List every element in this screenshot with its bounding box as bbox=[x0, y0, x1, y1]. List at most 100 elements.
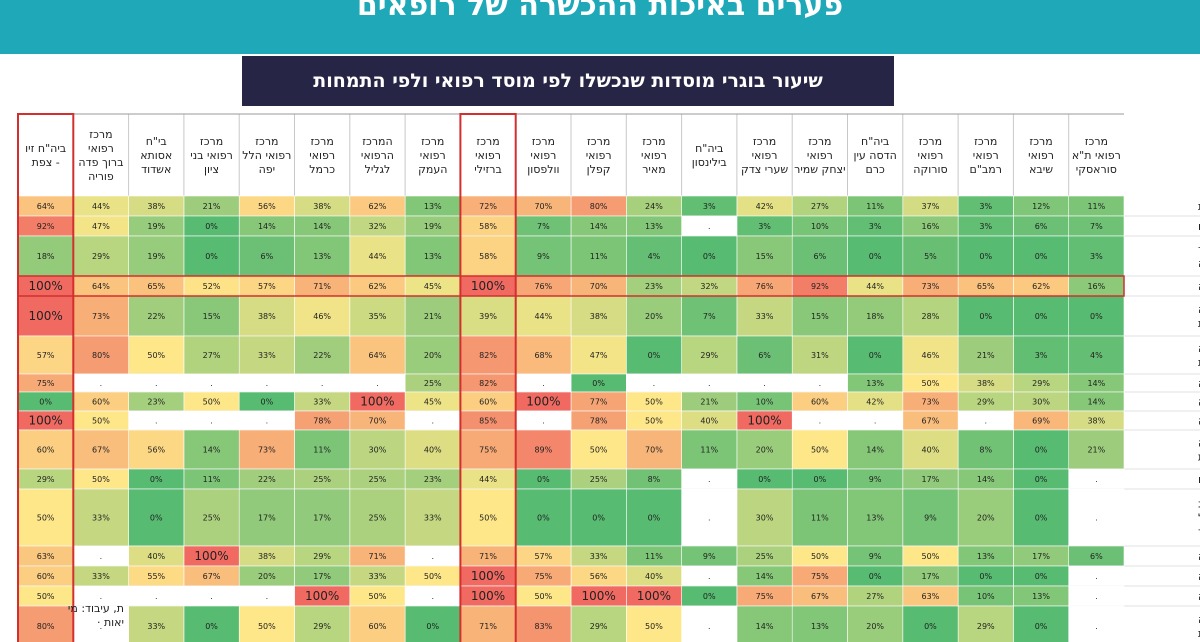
cell-value: 0% bbox=[205, 222, 218, 231]
heatmap-cell bbox=[736, 605, 793, 642]
heatmap-cell bbox=[957, 235, 1014, 277]
cell-value: 71% bbox=[313, 282, 331, 291]
cell-value: 33% bbox=[756, 312, 774, 321]
cell-value: 70% bbox=[645, 446, 663, 455]
row-label-line: יילוד bbox=[1198, 243, 1200, 256]
cell-value: . bbox=[708, 572, 711, 581]
column-header-line: רפואי bbox=[420, 149, 446, 162]
cell-value: 14% bbox=[1087, 379, 1105, 388]
cell-value: 76% bbox=[534, 282, 552, 291]
row-label: מחלות א.א.גוכירורגיה שלראש וצוואר bbox=[1198, 498, 1200, 539]
cell-value: . bbox=[210, 417, 213, 426]
heatmap-cell bbox=[128, 488, 185, 547]
row-label-line: כירורגיה bbox=[1198, 303, 1200, 316]
cell-value: 100% bbox=[28, 309, 62, 323]
column-header-line: מרכז bbox=[753, 135, 776, 148]
cell-value: 23% bbox=[147, 398, 165, 407]
cell-value: . bbox=[708, 514, 711, 523]
heatmap-cell bbox=[1013, 429, 1070, 470]
cell-value: . bbox=[100, 622, 103, 631]
cell-value: 77% bbox=[590, 398, 608, 407]
column-header-line: מרכז bbox=[587, 135, 610, 148]
cell-value: 44% bbox=[866, 282, 884, 291]
heatmap-cell bbox=[460, 429, 516, 470]
cell-value: . bbox=[266, 592, 269, 601]
cell-value: 22% bbox=[258, 475, 276, 484]
heatmap-cell bbox=[625, 335, 682, 375]
column-header-line: סורוקה bbox=[913, 163, 947, 176]
cell-value: 14% bbox=[258, 222, 276, 231]
column-header-line: רפואי בני bbox=[190, 149, 233, 162]
cell-value: 62% bbox=[1032, 282, 1050, 291]
cell-value: 25% bbox=[369, 475, 387, 484]
cell-value: . bbox=[819, 417, 822, 426]
cell-value: 22% bbox=[147, 312, 165, 321]
cell-value: 38% bbox=[977, 379, 995, 388]
cell-value: 42% bbox=[866, 398, 884, 407]
cell-value: 67% bbox=[922, 417, 940, 426]
cell-value: 4% bbox=[648, 252, 661, 261]
cell-value: . bbox=[431, 552, 434, 561]
cell-value: 3% bbox=[979, 202, 992, 211]
cell-value: . bbox=[376, 379, 379, 388]
cell-value: 40% bbox=[700, 417, 718, 426]
cell-value: 28% bbox=[922, 312, 940, 321]
cell-value: 0% bbox=[592, 379, 605, 388]
row-label-line: אבחנתית bbox=[1198, 451, 1200, 464]
cell-value: 47% bbox=[92, 222, 110, 231]
column-header-line: רפואי bbox=[973, 149, 999, 162]
cell-value: . bbox=[1095, 622, 1098, 631]
column-header-line: רפואי bbox=[641, 149, 667, 162]
heatmap-cell bbox=[238, 488, 295, 547]
column-header-line: לגליל bbox=[365, 163, 391, 176]
cell-value: 8% bbox=[648, 475, 661, 484]
cell-value: . bbox=[321, 379, 324, 388]
credit-line-1: ת, עיבוד: מי bbox=[67, 602, 124, 615]
cell-value: 100% bbox=[747, 414, 781, 428]
cell-value: 50% bbox=[811, 446, 829, 455]
heatmap-cell bbox=[404, 295, 461, 337]
heatmap-cell bbox=[460, 235, 516, 277]
column-header-line: העמק bbox=[418, 163, 447, 176]
heatmap-cell bbox=[625, 429, 682, 470]
cell-value: 40% bbox=[645, 572, 663, 581]
cell-value: 9% bbox=[537, 252, 550, 261]
cell-value: 32% bbox=[700, 282, 718, 291]
cell-value: 25% bbox=[756, 552, 774, 561]
cell-value: 6% bbox=[1090, 552, 1103, 561]
row-label: רפואה פנימית bbox=[1198, 200, 1200, 213]
column-header-line: מרכז bbox=[808, 135, 831, 148]
cell-value: 33% bbox=[424, 514, 442, 523]
cell-value: 56% bbox=[258, 202, 276, 211]
cell-value: 45% bbox=[424, 282, 442, 291]
cell-value: 33% bbox=[92, 514, 110, 523]
cell-value: 70% bbox=[534, 202, 552, 211]
cell-value: 11% bbox=[313, 446, 331, 455]
cell-value: 78% bbox=[590, 417, 608, 426]
row-label-line: וכירורגיה של bbox=[1198, 512, 1200, 525]
cell-value: 25% bbox=[424, 379, 442, 388]
column-header-line: מרכז bbox=[1029, 135, 1052, 148]
heatmap-cell bbox=[957, 488, 1014, 547]
cell-value: 100% bbox=[471, 279, 505, 293]
column-header-line: רפואי bbox=[918, 149, 944, 162]
cell-value: . bbox=[708, 475, 711, 484]
cell-value: 25% bbox=[203, 514, 221, 523]
column-header-line: כרם bbox=[865, 163, 885, 176]
heatmap-cell bbox=[238, 235, 295, 277]
column-header-line: אסותא bbox=[140, 149, 172, 162]
column-header-line: רפואי bbox=[752, 149, 778, 162]
heatmap-cell bbox=[17, 335, 74, 375]
row-label: כירורגיהאורתופדית bbox=[1198, 303, 1200, 330]
cell-value: 7% bbox=[1090, 222, 1103, 231]
cell-value: 5% bbox=[924, 252, 937, 261]
cell-value: 63% bbox=[922, 592, 940, 601]
cell-value: 100% bbox=[305, 589, 339, 603]
heatmap-cell bbox=[570, 429, 627, 470]
heatmap-cell bbox=[515, 429, 572, 470]
cell-value: 50% bbox=[645, 398, 663, 407]
cell-value: 16% bbox=[922, 222, 940, 231]
